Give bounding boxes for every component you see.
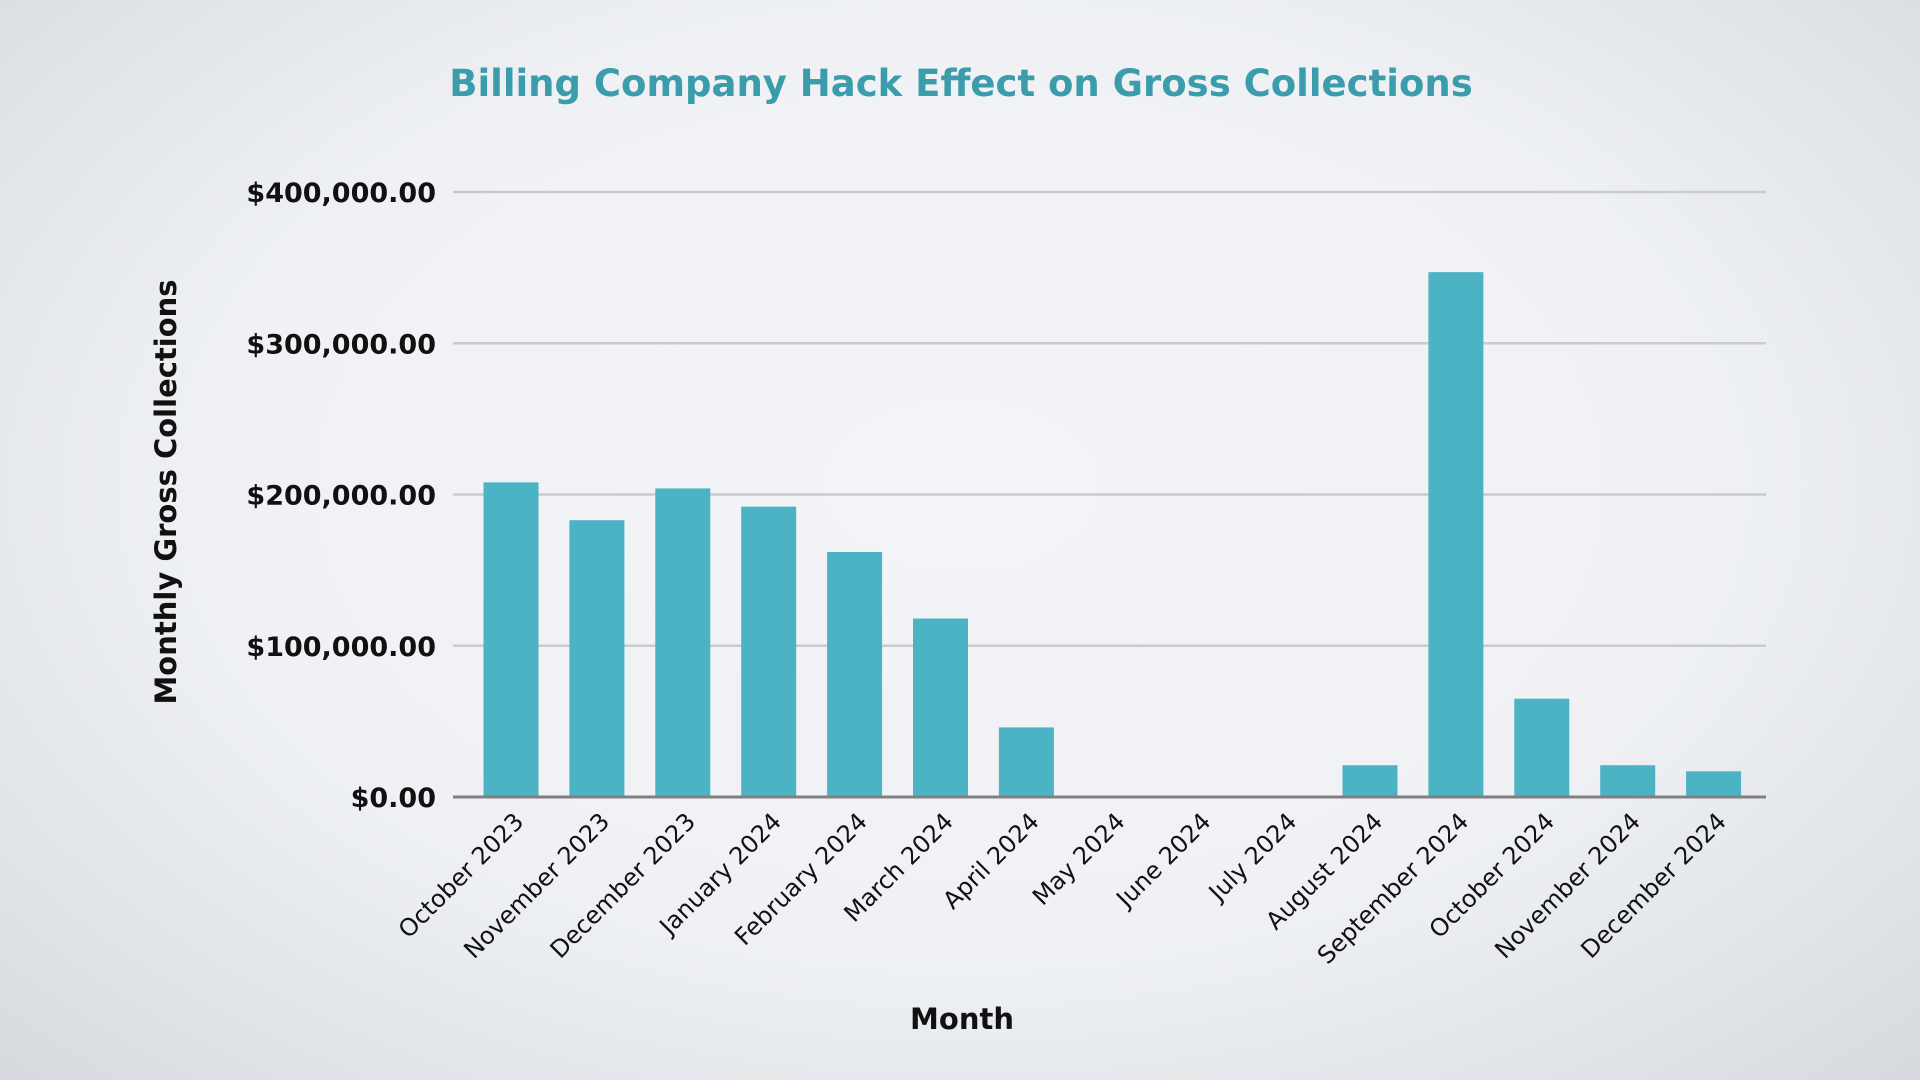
bar (1514, 698, 1570, 797)
bar (913, 618, 968, 797)
bar (827, 551, 883, 797)
y-tick-label: $400,000.00 (246, 178, 436, 209)
y-tick-label: $0.00 (351, 783, 436, 814)
y-axis-ticks: $0.00 $100,000.00 $200,000.00 $300,000.00 $4… (246, 178, 436, 814)
y-axis-title: Monthly Gross Collections (149, 279, 183, 704)
bar (483, 482, 539, 797)
bar (1600, 765, 1656, 797)
bar (741, 506, 797, 797)
bar (1428, 272, 1484, 798)
y-tick-label: $300,000.00 (246, 329, 436, 360)
bar (1686, 771, 1742, 797)
bar (655, 488, 711, 797)
x-tick-label: December 2023 (545, 807, 701, 963)
x-tick-label: November 2024 (1489, 807, 1646, 964)
bar (569, 520, 625, 797)
x-tick-label: September 2024 (1312, 807, 1474, 969)
bar (1342, 765, 1398, 797)
chart-title: Billing Company Hack Effect on Gross Col… (449, 62, 1472, 105)
y-tick-label: $200,000.00 (246, 481, 436, 512)
y-tick-label: $100,000.00 (246, 632, 436, 663)
x-tick-label: November 2023 (458, 807, 615, 964)
x-tick-label: December 2024 (1575, 807, 1731, 963)
bars (483, 272, 1742, 798)
gridlines (453, 190, 1766, 647)
bar (998, 727, 1054, 797)
x-axis-title: Month (910, 1002, 1014, 1036)
